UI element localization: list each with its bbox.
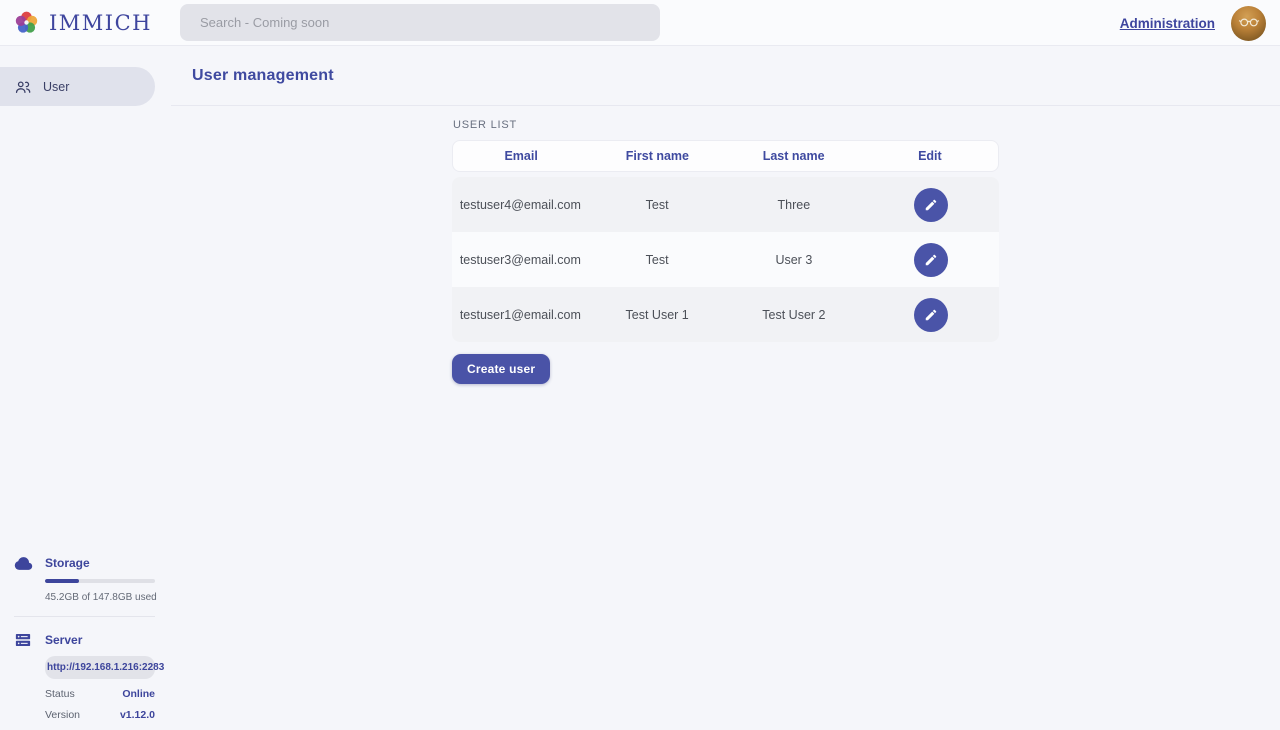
cell-first-name: Test User 1 [625, 307, 689, 322]
page-title: User management [192, 66, 334, 84]
table-body: testuser4@email.com Test Three testuser3… [452, 177, 999, 342]
server-status-row: Status Online [45, 688, 155, 700]
cell-last-name: Three [777, 197, 811, 212]
logo-text: IMMICH [49, 10, 152, 35]
cell-last-name: User 3 [775, 252, 813, 267]
storage-progress-fill [45, 579, 79, 583]
table-row: testuser1@email.com Test User 1 Test Use… [452, 287, 999, 342]
cell-edit [862, 242, 999, 277]
storage-body: Storage 45.2GB of 147.8GB used [45, 553, 157, 603]
column-header-first-name: First name [625, 149, 689, 163]
storage-title: Storage [45, 556, 90, 570]
pencil-icon [925, 199, 936, 210]
administration-link[interactable]: Administration [1119, 15, 1215, 31]
status-label: Status [45, 688, 75, 700]
user-list-panel: USER LIST Email First name Last name Edi… [452, 106, 999, 384]
sidebar-divider [14, 616, 155, 617]
cell-first-name: Test [645, 252, 669, 267]
create-user-button[interactable]: Create user [452, 354, 551, 384]
pencil-icon [925, 254, 936, 265]
server-title: Server [45, 633, 83, 647]
column-header-edit: Edit [918, 149, 942, 163]
avatar[interactable] [1231, 5, 1266, 41]
glasses-icon [1238, 18, 1259, 27]
table-row: testuser3@email.com Test User 3 [452, 232, 999, 287]
storage-progress-bar [45, 579, 155, 583]
sidebar: User Storage 45.2GB of 147.8GB used [0, 46, 171, 730]
main-header: User management [171, 46, 1280, 106]
top-bar-right: Administration [1120, 0, 1266, 46]
column-header-email: Email [504, 149, 538, 163]
immich-flower-icon [13, 9, 40, 36]
immich-logo[interactable]: IMMICH [13, 9, 152, 36]
version-label: Version [45, 709, 81, 721]
search-input[interactable] [180, 4, 660, 41]
cell-email: testuser3@email.com [459, 252, 581, 267]
storage-usage-text: 45.2GB of 147.8GB used [45, 592, 157, 603]
cell-last-name: Test User 2 [762, 307, 826, 322]
sidebar-footer: Storage 45.2GB of 147.8GB used [0, 553, 171, 721]
cloud-icon [14, 554, 33, 578]
section-title: USER LIST [453, 119, 518, 131]
server-body: Server http://192.168.1.216:2283 Status … [45, 630, 164, 721]
cell-edit [862, 187, 999, 222]
cell-email: testuser4@email.com [459, 197, 581, 212]
cell-edit [862, 297, 999, 332]
cell-email: testuser1@email.com [459, 307, 581, 322]
pencil-icon [925, 309, 936, 320]
column-header-last-name: Last name [762, 149, 825, 163]
status-value: Online [122, 688, 155, 700]
edit-user-button[interactable] [913, 297, 948, 332]
table-header-row: Email First name Last name Edit [452, 140, 999, 172]
server-icon [14, 631, 33, 654]
edit-user-button[interactable] [913, 187, 948, 222]
people-icon [14, 78, 32, 96]
main-area: User management USER LIST Email First na… [171, 46, 1280, 730]
top-bar: IMMICH Administration [0, 0, 1280, 46]
server-url-badge: http://192.168.1.216:2283 [45, 656, 164, 679]
storage-section: Storage 45.2GB of 147.8GB used [0, 553, 171, 603]
server-section: Server http://192.168.1.216:2283 Status … [0, 630, 171, 721]
version-value: v1.12.0 [119, 709, 155, 721]
sidebar-item-user-label: User [43, 79, 70, 94]
edit-user-button[interactable] [913, 242, 948, 277]
server-version-row: Version v1.12.0 [45, 709, 155, 721]
sidebar-item-user[interactable]: User [0, 67, 155, 106]
table-row: testuser4@email.com Test Three [452, 177, 999, 232]
cell-first-name: Test [645, 197, 669, 212]
